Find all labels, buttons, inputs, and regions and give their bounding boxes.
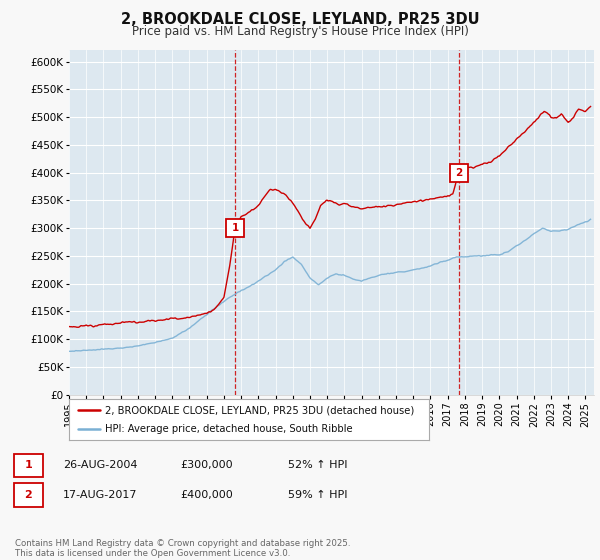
Text: 1: 1 xyxy=(25,460,32,470)
Text: Contains HM Land Registry data © Crown copyright and database right 2025.
This d: Contains HM Land Registry data © Crown c… xyxy=(15,539,350,558)
Text: 2, BROOKDALE CLOSE, LEYLAND, PR25 3DU: 2, BROOKDALE CLOSE, LEYLAND, PR25 3DU xyxy=(121,12,479,27)
Text: 2: 2 xyxy=(25,490,32,500)
Text: HPI: Average price, detached house, South Ribble: HPI: Average price, detached house, Sout… xyxy=(105,424,353,433)
Text: 26-AUG-2004: 26-AUG-2004 xyxy=(63,460,137,470)
Text: 2: 2 xyxy=(455,167,462,178)
Text: 59% ↑ HPI: 59% ↑ HPI xyxy=(288,490,347,500)
Text: 2, BROOKDALE CLOSE, LEYLAND, PR25 3DU (detached house): 2, BROOKDALE CLOSE, LEYLAND, PR25 3DU (d… xyxy=(105,405,414,415)
Text: Price paid vs. HM Land Registry's House Price Index (HPI): Price paid vs. HM Land Registry's House … xyxy=(131,25,469,38)
Text: 1: 1 xyxy=(232,223,239,233)
Text: £300,000: £300,000 xyxy=(180,460,233,470)
Text: 52% ↑ HPI: 52% ↑ HPI xyxy=(288,460,347,470)
Text: £400,000: £400,000 xyxy=(180,490,233,500)
Text: 17-AUG-2017: 17-AUG-2017 xyxy=(63,490,137,500)
